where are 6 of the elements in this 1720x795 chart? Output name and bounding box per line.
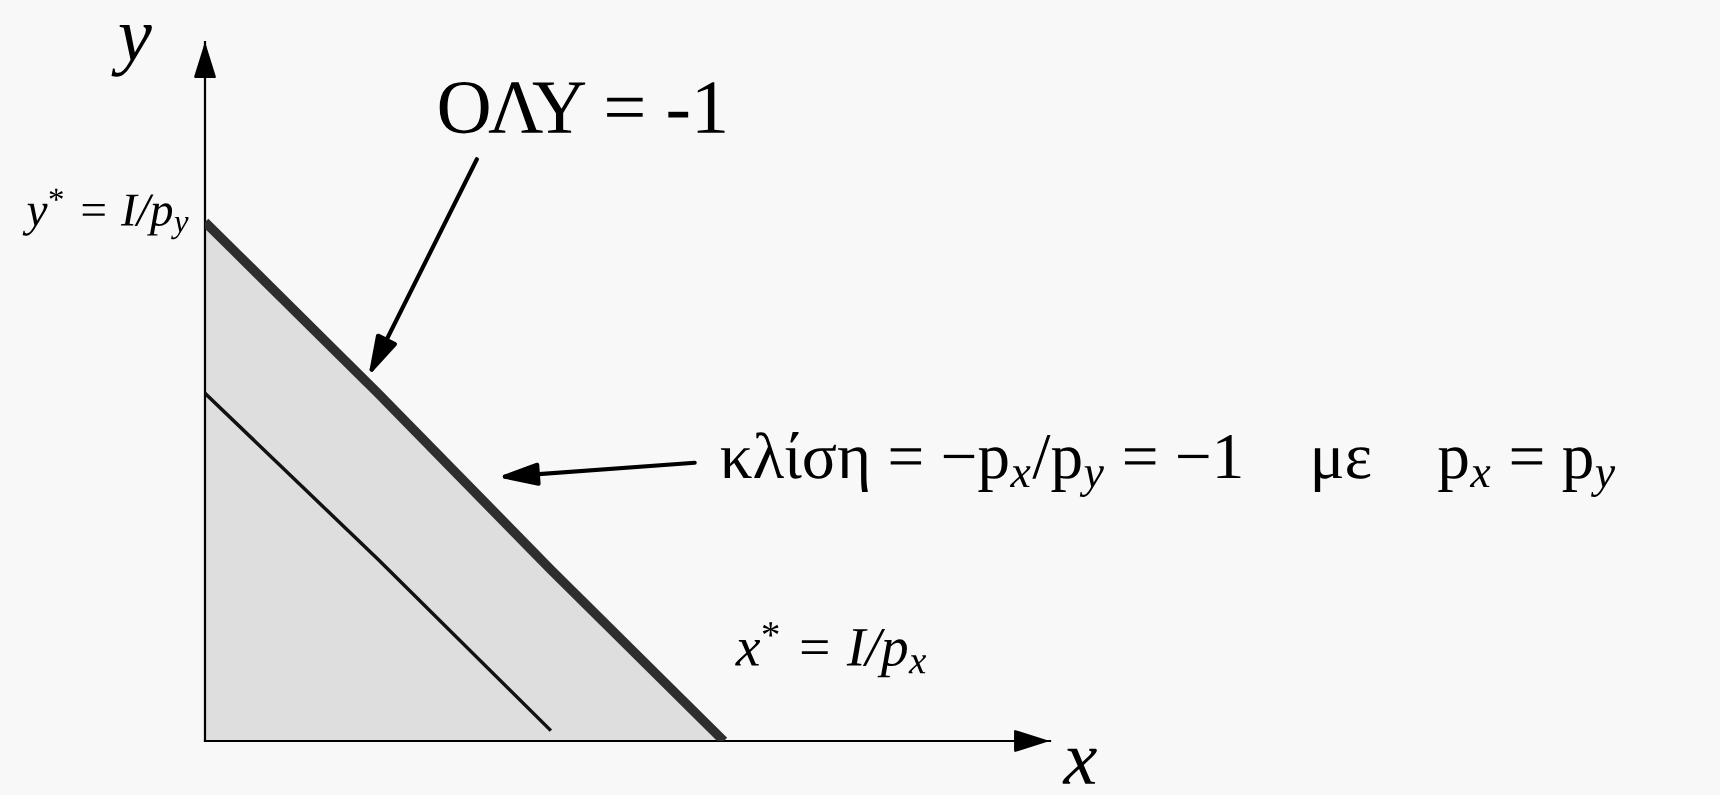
annotation: x$^{*}$ = I/p$_{x}$: [735, 622, 927, 678]
x-axis-title: x: [1062, 748, 1097, 784]
text: ΟΛΥ = -1: [439, 82, 725, 134]
y-axis-title: y: [111, 25, 152, 77]
annotation: y$^{*}$ = I/p$_{y}$: [22, 188, 189, 240]
annotation: κλίση = −p$_{x}$/p$_{y}$ = −1 με p$_{x}$ = p$_{y}$: [720, 432, 1616, 497]
